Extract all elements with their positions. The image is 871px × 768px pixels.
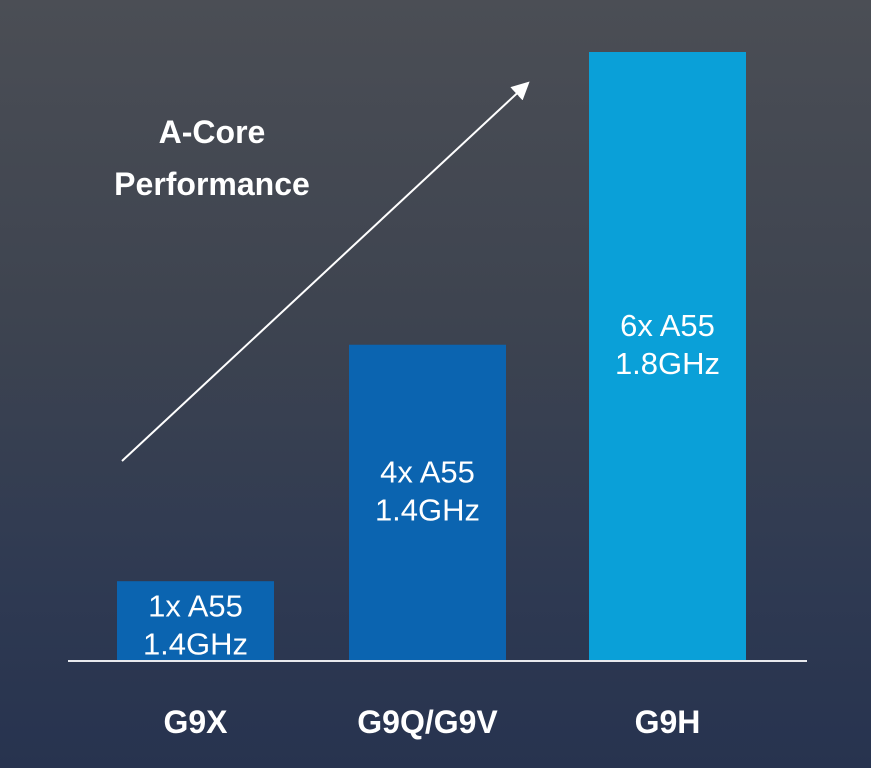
category-label-3: G9H: [635, 704, 701, 740]
category-labels-group: G9X G9Q/G9V G9H: [163, 704, 700, 740]
annotation-line-2: Performance: [114, 166, 310, 202]
category-label-2: G9Q/G9V: [357, 704, 498, 740]
bar-2-label-line-2: 1.4GHz: [375, 492, 480, 527]
bar-1: [117, 581, 274, 660]
category-label-1: G9X: [163, 704, 228, 740]
trend-arrow: [121, 81, 530, 462]
bar-2: [349, 344, 506, 660]
bar-3-label-line-2: 1.8GHz: [615, 346, 720, 381]
annotation-line-1: A-Core: [159, 114, 266, 150]
bar-2-label-line-1: 4x A55: [380, 454, 475, 489]
bar-1-label-line-1: 1x A55: [148, 589, 243, 624]
bar-1-label-line-2: 1.4GHz: [143, 627, 248, 662]
bar-3: [589, 52, 746, 660]
bar-3-label-line-1: 6x A55: [620, 308, 715, 343]
